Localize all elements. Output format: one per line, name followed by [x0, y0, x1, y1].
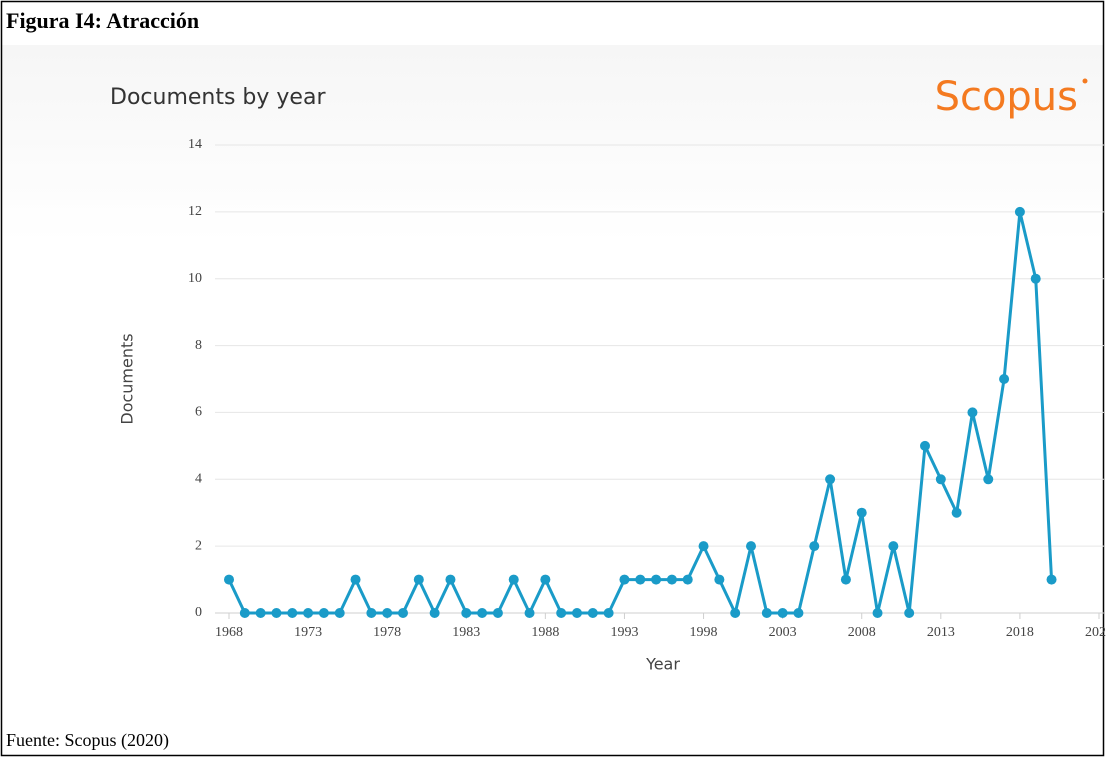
- data-point: [287, 608, 298, 618]
- data-point: [1014, 206, 1025, 217]
- data-point: [1030, 273, 1041, 284]
- x-tick-label: 2018: [1006, 625, 1034, 640]
- plot: 0 2 4 6 8 10 12 14 1968 1973 1978 1983 1988 1993 1998 2…: [188, 137, 1106, 640]
- x-tick-label: 1983: [452, 625, 480, 640]
- data-point: [524, 608, 535, 618]
- data-point: [825, 474, 836, 485]
- logo: Scopus: [935, 74, 1078, 120]
- data-point: [904, 608, 915, 618]
- data-point: [999, 374, 1010, 384]
- data-point: [398, 608, 408, 618]
- x-tick-label: 1993: [610, 625, 638, 640]
- x-tick-label: 1988: [531, 625, 559, 640]
- y-axis-label: Documents: [118, 333, 137, 424]
- data-point: [508, 574, 519, 585]
- chart-background: [2, 45, 1104, 705]
- data-point: [429, 608, 440, 618]
- data-point: [492, 608, 503, 618]
- data-point: [350, 574, 361, 585]
- data-point: [540, 574, 551, 585]
- data-point: [920, 440, 930, 451]
- data-point: [714, 574, 725, 585]
- data-point: [856, 507, 867, 518]
- data-point: [334, 608, 345, 618]
- x-tick-label: 1998: [690, 625, 718, 640]
- y-tick-label: 8: [195, 338, 202, 353]
- data-point: [224, 574, 234, 585]
- data-point: [461, 608, 472, 618]
- data-point: [793, 608, 804, 618]
- data-point: [635, 574, 646, 585]
- y-tick-label: 6: [195, 405, 202, 420]
- data-point: [872, 608, 883, 618]
- chart-title: Documents by year: [110, 85, 326, 110]
- x-axis-label: Year: [645, 655, 680, 674]
- x-tick-label: 1978: [373, 625, 401, 640]
- y-tick-label: 12: [188, 204, 202, 219]
- data-point: [382, 608, 393, 618]
- data-point: [366, 608, 377, 618]
- data-point: [761, 608, 772, 618]
- data-point: [746, 541, 756, 552]
- caption: Figura I4: Atracción: [6, 8, 199, 33]
- data-point: [1046, 574, 1057, 585]
- y-tick-label: 14: [188, 137, 202, 152]
- data-point: [967, 407, 978, 418]
- data-point: [935, 474, 946, 485]
- data-point: [239, 608, 250, 618]
- data-point: [777, 608, 788, 618]
- data-point: [951, 507, 962, 518]
- data-point: [682, 574, 693, 585]
- x-tick-label: 2003: [769, 625, 797, 640]
- x-tick-label: 2023: [1085, 625, 1106, 640]
- logo-mark: [1082, 78, 1088, 84]
- y-tick-label: 4: [195, 472, 202, 487]
- x-tick-label: 2008: [848, 625, 876, 640]
- y-tick-label: 2: [195, 538, 202, 553]
- data-point: [572, 608, 582, 618]
- data-point: [587, 608, 598, 618]
- data-point: [271, 608, 282, 618]
- data-point: [698, 541, 709, 552]
- data-point: [983, 474, 994, 485]
- data-point: [888, 541, 899, 552]
- data-point: [619, 574, 630, 585]
- x-tick-label: 2013: [927, 625, 955, 640]
- data-point: [603, 608, 614, 618]
- x-tick-label: 1968: [215, 625, 243, 640]
- data-point: [413, 574, 424, 585]
- source: Fuente: Scopus (2020): [6, 730, 169, 751]
- data-point: [477, 608, 488, 618]
- y-tick-label: 0: [195, 605, 202, 620]
- data-point: [651, 574, 662, 585]
- data-point: [840, 574, 851, 585]
- data-point: [556, 608, 567, 618]
- data-point: [445, 574, 456, 585]
- data-point: [730, 608, 741, 618]
- data-point: [255, 608, 266, 618]
- y-tick-label: 10: [188, 271, 202, 286]
- data-point: [809, 541, 820, 552]
- data-point: [666, 574, 677, 585]
- data-point: [318, 608, 329, 618]
- data-point: [303, 608, 314, 618]
- x-tick-label: 1973: [294, 625, 322, 640]
